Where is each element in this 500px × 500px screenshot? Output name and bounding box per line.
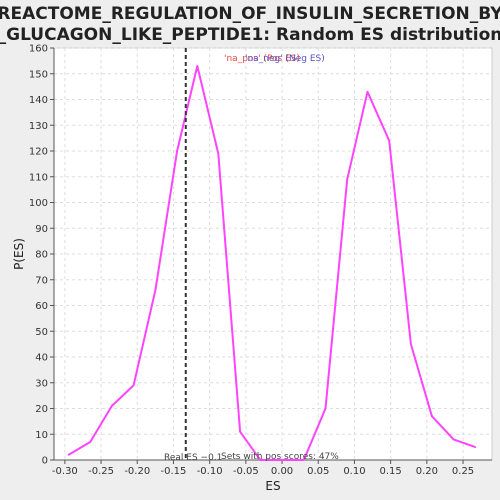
x-tick-label-5: -0.05 <box>233 466 259 477</box>
x-tick-label-4: -0.10 <box>197 466 223 477</box>
chart-title-line-1: REACTOME_REGULATION_OF_INSULIN_SECRETION… <box>0 4 500 24</box>
x-tick-label-11: 0.25 <box>452 466 474 477</box>
y-tick-label-15: 150 <box>29 69 48 80</box>
x-tick-label-10: 0.20 <box>416 466 438 477</box>
y-tick-label-11: 110 <box>29 172 48 183</box>
data-point-0-6 <box>196 65 199 67</box>
y-axis-label: P(ES) <box>12 238 26 270</box>
y-tick-label-13: 130 <box>29 121 48 132</box>
y-tick-label-16: 160 <box>29 44 48 55</box>
data-point-0-12 <box>324 407 327 410</box>
pos-scores-annotation: Sets with pos scores: 47% <box>221 452 339 462</box>
x-tick-label-2: -0.20 <box>124 466 150 477</box>
y-tick-label-12: 120 <box>29 147 48 158</box>
series-layer <box>67 65 477 461</box>
data-point-0-15 <box>388 139 390 142</box>
x-tick-label-1: -0.25 <box>88 466 114 477</box>
y-tick-label-0: 0 <box>42 456 48 467</box>
data-point-0-11 <box>302 459 305 461</box>
data-point-0-18 <box>452 438 455 441</box>
data-point-0-8 <box>239 430 241 433</box>
data-point-0-9 <box>259 459 262 461</box>
data-point-0-1 <box>89 441 91 443</box>
data-point-0-4 <box>154 289 157 291</box>
x-axis-label: ES <box>265 479 280 493</box>
y-tick-label-9: 90 <box>35 224 48 235</box>
chart-title-line-2: _GLUCAGON_LIKE_PEPTIDE1: Random ES distr… <box>0 25 500 45</box>
x-tick-label-9: 0.15 <box>380 466 402 477</box>
y-tick-label-5: 50 <box>35 327 48 338</box>
grid-lines <box>54 47 492 461</box>
data-point-0-0 <box>67 454 70 456</box>
y-tick-label-1: 10 <box>35 430 48 441</box>
na-neg-legend: 'na_neg' (Neg ES) <box>245 54 325 64</box>
x-tick-label-6: 0.00 <box>271 466 293 477</box>
data-point-0-17 <box>431 415 433 418</box>
x-tick-label-0: -0.30 <box>52 466 78 477</box>
data-point-0-19 <box>474 446 477 448</box>
data-point-0-16 <box>410 343 412 345</box>
y-tick-label-6: 60 <box>35 301 48 312</box>
real-es-annotation: Real ES −0.1 <box>164 453 222 463</box>
y-tick-label-8: 80 <box>35 250 48 261</box>
na-pos-legend: 'na_pos' (Pos ES) <box>224 54 300 64</box>
data-point-0-10 <box>281 459 283 461</box>
series-line-0 <box>67 65 476 461</box>
data-point-0-13 <box>346 178 349 181</box>
data-point-0-3 <box>132 384 135 387</box>
y-tick-label-2: 20 <box>35 404 48 415</box>
axes: 0 10 20 30 40 50 60 70 80 90 100 110 120 130 140 150 160… <box>29 44 492 477</box>
y-tick-label-14: 140 <box>29 95 48 106</box>
y-tick-label-10: 100 <box>29 198 48 209</box>
data-point-0-5 <box>176 150 178 152</box>
y-tick-label-3: 30 <box>35 378 48 389</box>
data-point-0-2 <box>111 405 113 407</box>
y-tick-label-7: 70 <box>35 275 48 286</box>
y-tick-label-4: 40 <box>35 353 48 364</box>
x-tick-label-3: -0.15 <box>161 466 187 477</box>
data-point-0-7 <box>217 152 220 155</box>
x-tick-label-8: 0.10 <box>343 466 365 477</box>
data-point-0-14 <box>366 90 369 93</box>
x-tick-label-7: 0.05 <box>307 466 329 477</box>
